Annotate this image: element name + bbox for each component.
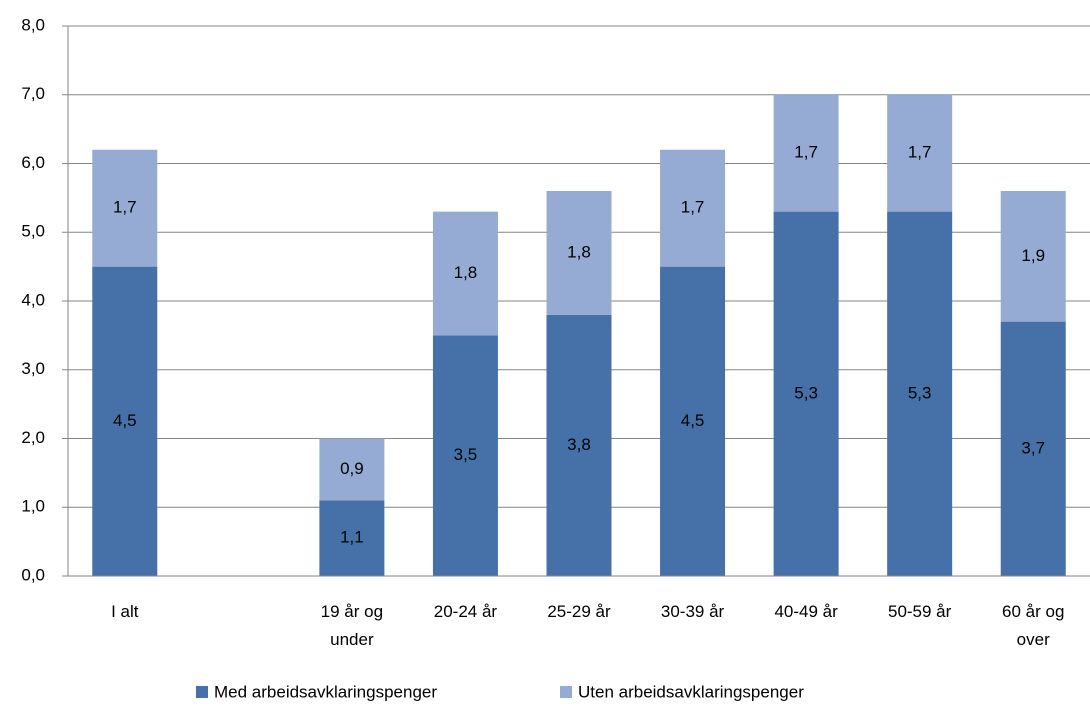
bar xyxy=(773,94,839,212)
x-tick-label: 60 år og over xyxy=(1002,602,1065,649)
data-label: 1,7 xyxy=(681,198,705,217)
x-tick-label: 20-24 år xyxy=(433,602,498,621)
legend-swatch xyxy=(196,686,208,698)
bar xyxy=(92,149,158,267)
y-tick-label: 7,0 xyxy=(21,84,45,103)
bar xyxy=(887,211,953,576)
y-tick-label: 8,0 xyxy=(21,15,45,34)
x-tick-label: 19 år og under xyxy=(320,602,384,649)
bar xyxy=(887,94,953,212)
y-tick-label: 2,0 xyxy=(21,428,45,447)
bar xyxy=(660,266,726,576)
data-label: 0,9 xyxy=(340,459,364,478)
data-label: 1,9 xyxy=(1021,246,1045,265)
data-label: 3,8 xyxy=(567,435,591,454)
y-tick-label: 4,0 xyxy=(21,290,45,309)
data-label: 1,8 xyxy=(567,242,591,261)
data-label: 3,5 xyxy=(454,445,478,464)
data-label: 3,7 xyxy=(1021,438,1045,457)
data-label: 1,7 xyxy=(113,198,137,217)
data-label: 5,3 xyxy=(794,383,818,402)
x-tick-label: I alt xyxy=(111,602,139,621)
data-label: 1,7 xyxy=(794,143,818,162)
data-label: 1,1 xyxy=(340,528,364,547)
bar xyxy=(1000,191,1066,322)
bar xyxy=(660,149,726,267)
y-tick-label: 1,0 xyxy=(21,497,45,516)
x-tick-label: 50-59 år xyxy=(887,602,952,621)
y-tick-label: 5,0 xyxy=(21,222,45,241)
bar xyxy=(546,191,612,315)
bar xyxy=(546,314,612,576)
data-label: 4,5 xyxy=(113,411,137,430)
data-label: 4,5 xyxy=(681,411,705,430)
y-tick-label: 6,0 xyxy=(21,153,45,172)
bar xyxy=(432,211,498,336)
bar xyxy=(432,335,498,576)
data-label: 1,8 xyxy=(454,263,478,282)
legend-label: Uten arbeidsavklaringspenger xyxy=(578,682,804,701)
x-tick-label: 30-39 år xyxy=(660,602,725,621)
y-tick-label: 0,0 xyxy=(21,565,45,584)
bar xyxy=(319,438,385,501)
bar xyxy=(1000,321,1066,576)
bar xyxy=(773,211,839,576)
data-label: 1,7 xyxy=(908,143,932,162)
bar xyxy=(92,266,158,576)
x-tick-label: 40-49 år xyxy=(774,602,838,621)
bar xyxy=(319,500,385,576)
x-tick-label: 25-29 år xyxy=(547,602,611,621)
legend-swatch xyxy=(560,686,572,698)
legend-label: Med arbeidsavklaringspenger xyxy=(214,682,437,701)
data-label: 5,3 xyxy=(908,383,932,402)
y-tick-label: 3,0 xyxy=(21,359,45,378)
